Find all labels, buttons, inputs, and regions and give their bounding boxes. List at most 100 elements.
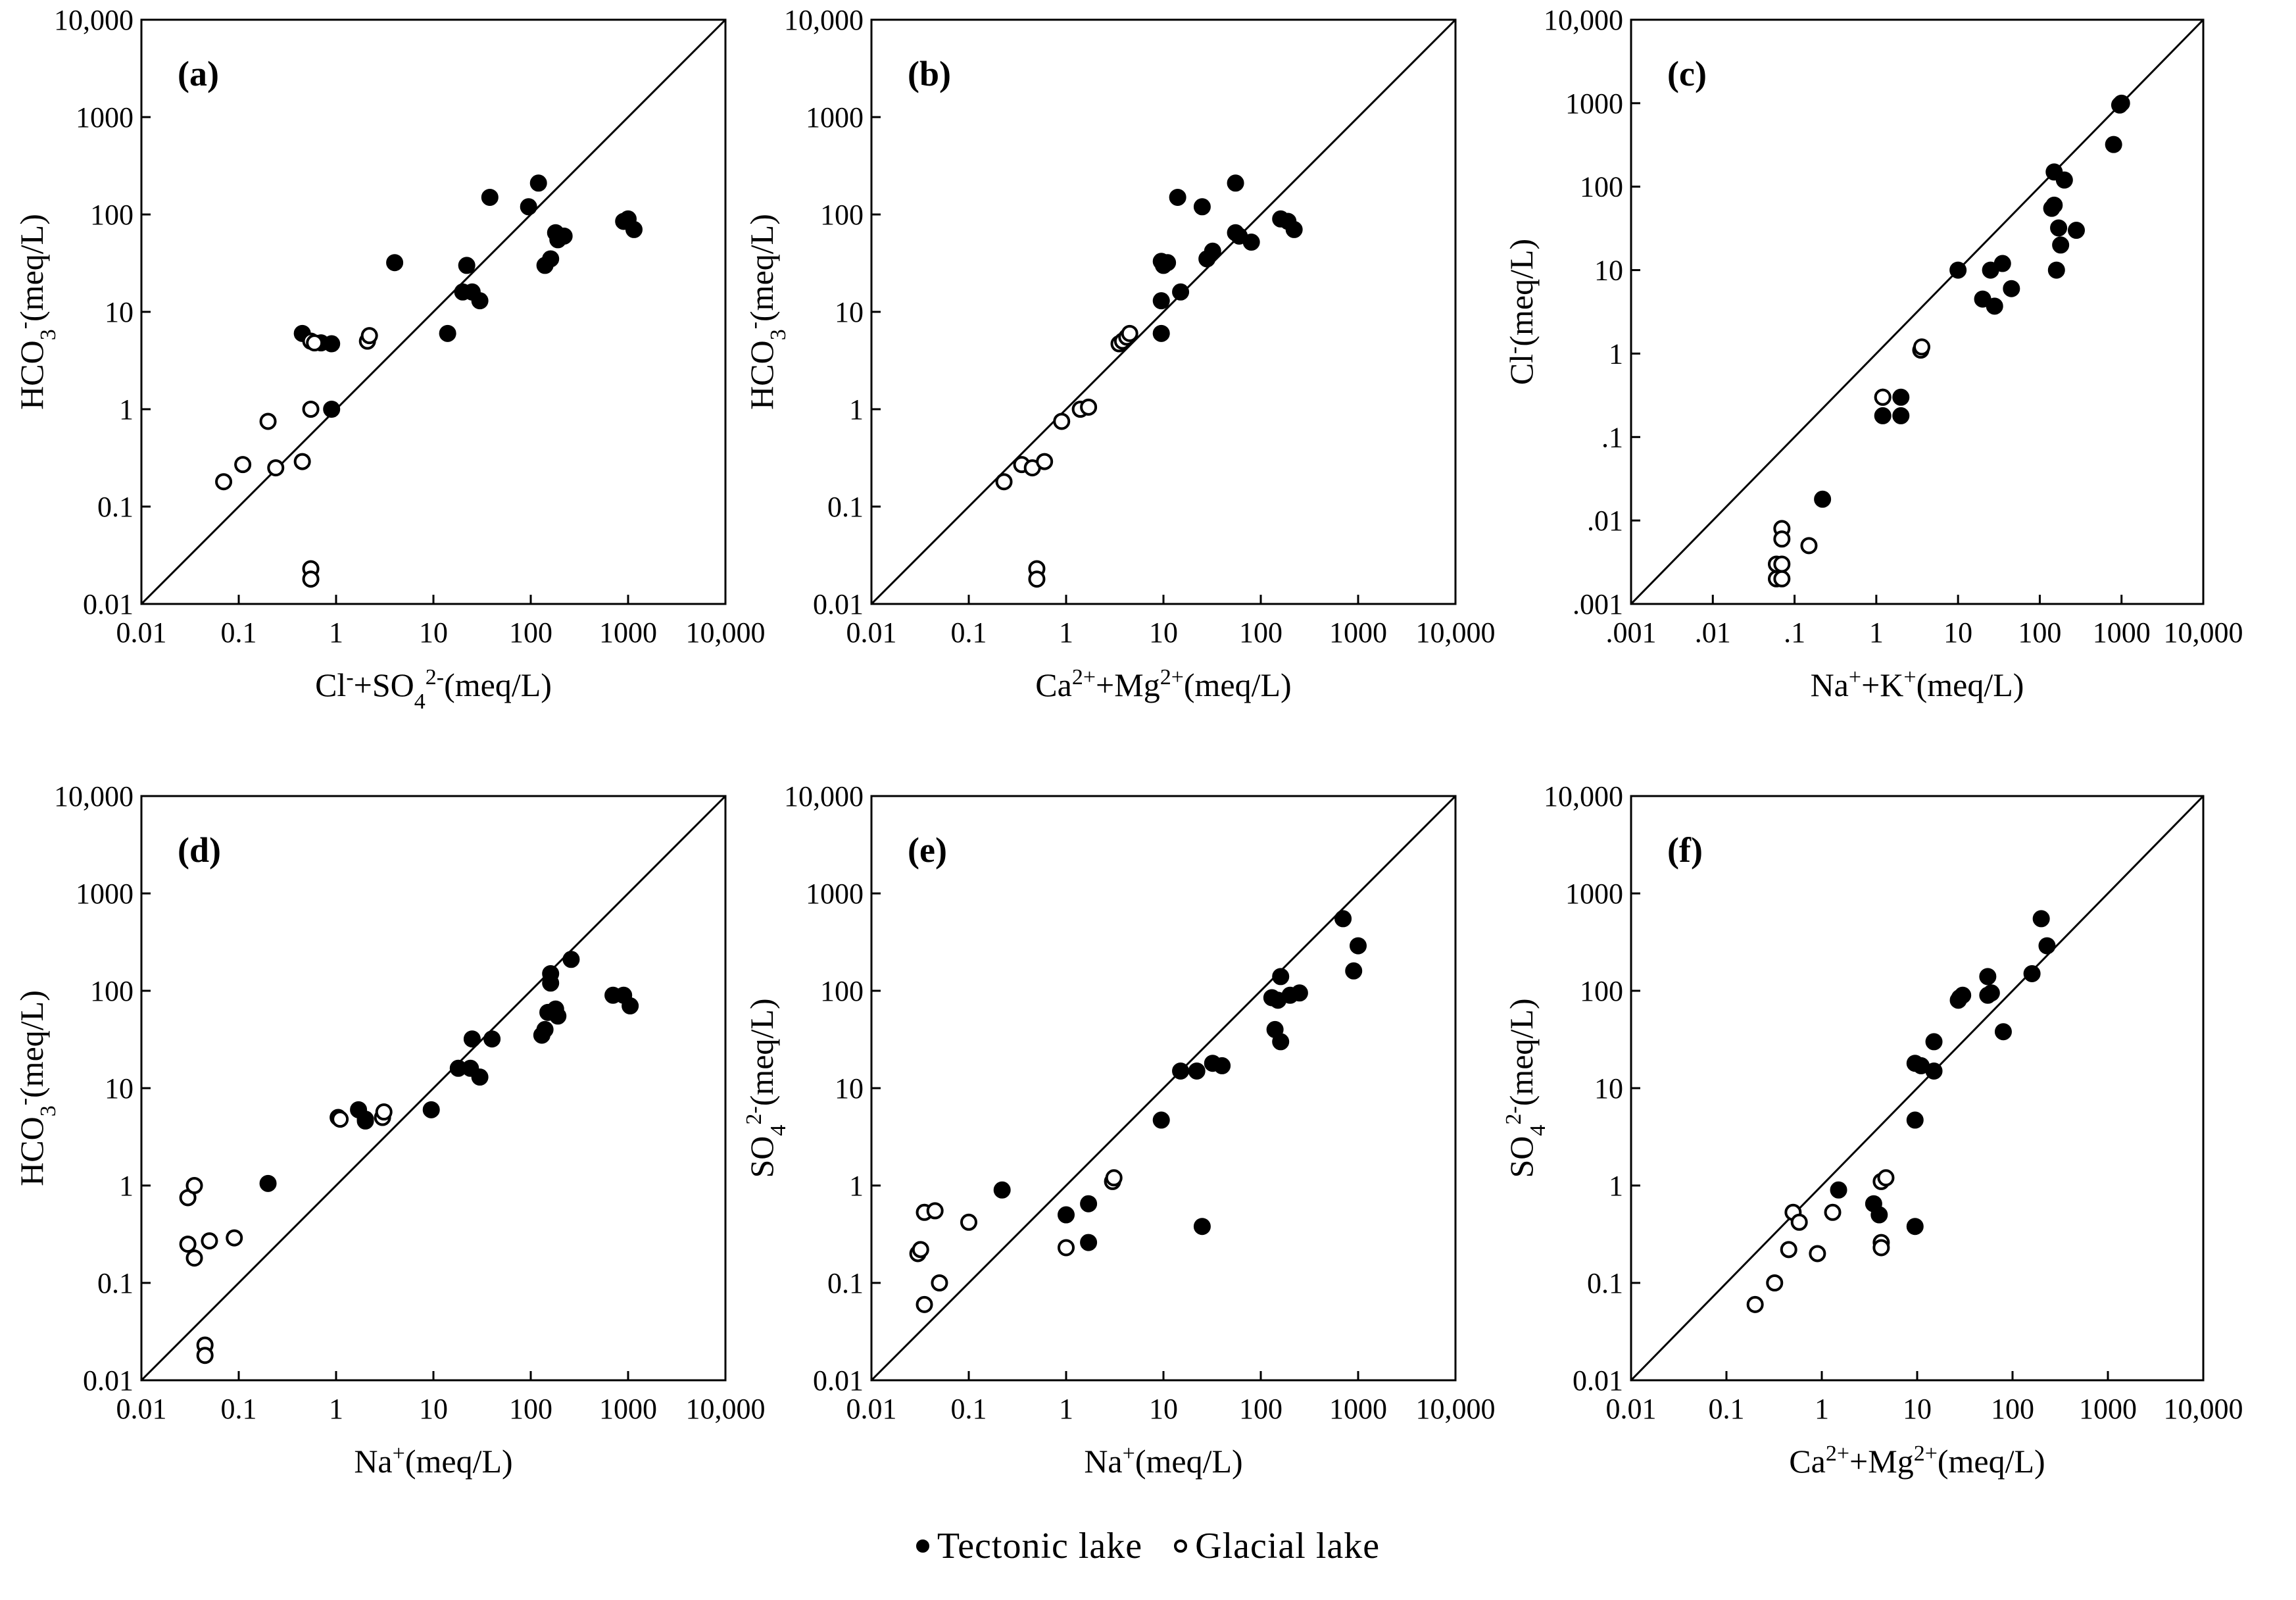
filled-circle-icon [916, 1539, 929, 1553]
glacial-lake-point [1080, 398, 1098, 416]
tectonic-lake-point [1870, 1206, 1888, 1224]
x-tick-label: 1000 [599, 616, 657, 649]
glacial-lake-point [259, 413, 277, 430]
tectonic-lake-point [2052, 236, 2070, 254]
panel-label: (a) [178, 54, 219, 93]
one-to-one-line [870, 795, 1457, 1382]
y-tick-label: 0.01 [1573, 1364, 1623, 1397]
glacial-lake-point [931, 1274, 948, 1291]
y-tick-label: 1000 [76, 878, 134, 910]
y-tick-label: 1 [849, 1170, 864, 1202]
chart-panel-c: .001 .01 .1 1 10 100 1000 10,000 .001 .01 .1 1 10 100… [1502, 4, 2243, 703]
glacial-lake-point [912, 1241, 929, 1259]
tectonic-lake-point [1334, 910, 1352, 928]
chart-panel-a: 0.01 0.1 1 10 100 1000 10,000 0.01 0.1 1 10 100 1000… [12, 4, 766, 714]
y-tick-label: 0.1 [97, 491, 134, 523]
tectonic-lake-point [1951, 989, 1968, 1007]
y-tick-label: 100 [90, 975, 134, 1007]
x-tick-label: 1 [1059, 1393, 1073, 1425]
tectonic-lake-point [439, 324, 456, 342]
x-tick-label: 0.1 [221, 1393, 257, 1425]
y-tick-label: 1 [1609, 1170, 1623, 1202]
legend-item-glacial: Glacial lake [1174, 1525, 1380, 1567]
tectonic-lake-point [356, 1112, 374, 1130]
tectonic-lake-point [1155, 257, 1172, 274]
tectonic-lake-point [2038, 937, 2056, 955]
glacial-lake-point [179, 1236, 197, 1253]
x-tick-label: 1000 [1329, 1393, 1387, 1425]
y-tick-label: 1000 [1565, 88, 1623, 120]
tectonic-lake-point [386, 254, 404, 272]
y-tick-label: 1 [119, 1170, 134, 1202]
x-tick-label: 1 [1815, 1393, 1829, 1425]
tectonic-lake-point [1172, 283, 1190, 301]
x-tick-label: 1000 [2093, 616, 2151, 649]
glacial-lake-point [1800, 537, 1818, 555]
one-to-one-line [140, 795, 727, 1382]
glacial-lake-point [1766, 1274, 1784, 1291]
chart-panel-f: 0.01 0.1 1 10 100 1000 10,000 0.01 0.1 1 10 100 1000… [1502, 780, 2243, 1480]
x-tick-label: 10,000 [2164, 1393, 2243, 1425]
tectonic-lake-point [1080, 1195, 1098, 1212]
tectonic-lake-point [1986, 297, 2003, 315]
x-tick-label: 100 [2018, 616, 2061, 649]
tectonic-lake-point [1172, 1062, 1190, 1080]
y-tick-label: 1 [119, 393, 134, 426]
tectonic-lake-point [1227, 174, 1244, 192]
glacial-lake-point [185, 1177, 203, 1194]
y-tick-label: 10 [1594, 255, 1623, 287]
tectonic-lake-point [1272, 1033, 1290, 1051]
chart-panel-e: 0.01 0.1 1 10 100 1000 10,000 0.01 0.1 1 10 100 1000… [742, 780, 1496, 1480]
y-tick-label: 1000 [806, 101, 864, 134]
tectonic-lake-point [2032, 910, 2050, 928]
y-tick-label: 10,000 [54, 4, 134, 36]
tectonic-lake-point [481, 188, 499, 206]
tectonic-lake-point [463, 1030, 481, 1048]
y-tick-label: .01 [1587, 505, 1623, 537]
x-tick-label: 0.01 [846, 616, 897, 649]
tectonic-lake-point [259, 1174, 277, 1192]
tectonic-lake-point [2050, 219, 2068, 237]
y-tick-label: 0.1 [97, 1267, 134, 1299]
y-tick-label: 100 [820, 199, 864, 231]
tectonic-lake-point [1949, 261, 1967, 279]
panel-label: (c) [1667, 54, 1707, 93]
tectonic-lake-point [1213, 1057, 1231, 1074]
x-tick-label: 100 [1991, 1393, 2034, 1425]
tectonic-lake-point [471, 292, 489, 310]
glacial-lake-point [916, 1295, 933, 1313]
x-tick-label: 10 [1943, 616, 1972, 649]
legend-item-tectonic: Tectonic lake [916, 1525, 1142, 1567]
glacial-lake-point [1746, 1295, 1764, 1313]
glacial-lake-point [1058, 1239, 1075, 1257]
x-tick-label: 1 [329, 1393, 343, 1425]
y-tick-label: 0.01 [813, 1364, 864, 1397]
x-tick-label: 10,000 [686, 616, 766, 649]
glacial-lake-point [1036, 453, 1054, 470]
x-tick-label: 10 [1149, 616, 1178, 649]
tectonic-lake-point [1874, 407, 1892, 424]
tectonic-lake-point [622, 997, 639, 1014]
tectonic-lake-point [1169, 188, 1186, 206]
y-tick-label: 0.01 [83, 1364, 134, 1397]
x-tick-label: 0.01 [846, 1393, 897, 1425]
tectonic-lake-point [1204, 242, 1221, 260]
tectonic-lake-point [1272, 968, 1290, 986]
x-tick-label: .1 [1784, 616, 1805, 649]
x-tick-label: 0.01 [116, 1393, 167, 1425]
tectonic-lake-point [1152, 324, 1170, 342]
tectonic-lake-point [458, 257, 476, 274]
y-tick-label: 0.1 [827, 491, 864, 523]
y-tick-label: 100 [1580, 171, 1623, 203]
glacial-lake-point [331, 1111, 349, 1128]
open-circle-icon [1174, 1539, 1188, 1553]
glacial-lake-point [1877, 1169, 1895, 1187]
glacial-lake-point [1824, 1203, 1842, 1221]
x-tick-label: .01 [1695, 616, 1731, 649]
tectonic-lake-point [2068, 222, 2086, 239]
tectonic-lake-point [1285, 220, 1303, 238]
tectonic-lake-point [483, 1030, 501, 1048]
panel-label: (b) [908, 54, 951, 93]
tectonic-lake-point [1290, 984, 1308, 1002]
